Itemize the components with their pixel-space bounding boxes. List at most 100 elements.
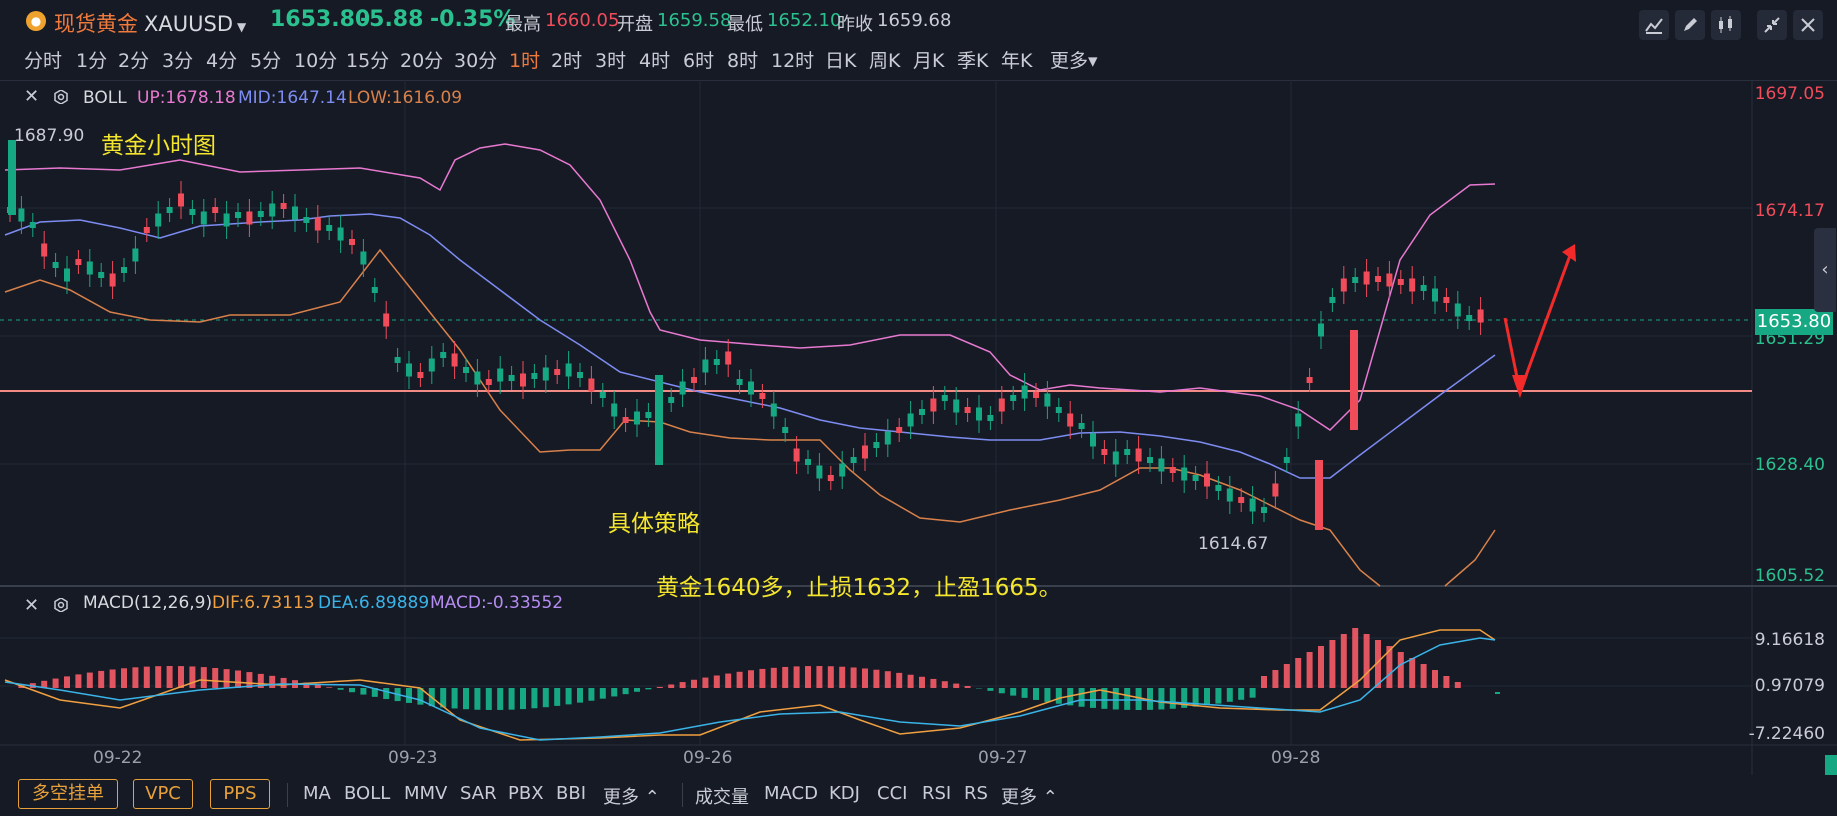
main-indicator-tab[interactable]: 更多 ⌃ (603, 787, 660, 808)
candle-body (1169, 467, 1176, 473)
timeframe-4[interactable]: 4分 (206, 50, 238, 72)
candle-body (1192, 475, 1199, 481)
candle-body (953, 399, 960, 413)
timeframe-6[interactable]: 10分 (294, 50, 338, 72)
divider (287, 783, 288, 807)
main-indicator-tab[interactable]: PBX (508, 783, 544, 804)
main-indicator-tab[interactable]: MA (303, 783, 331, 804)
sub-indicator-tab[interactable]: CCI (877, 783, 908, 804)
macd-bar (463, 688, 469, 710)
macd-bar (98, 670, 105, 688)
candle-body (622, 417, 629, 423)
candle-body (588, 378, 595, 392)
macd-bar (189, 666, 196, 688)
candle-body (976, 407, 982, 421)
divider (682, 783, 683, 807)
quote-header: ● 现货黄金 XAUUSD ▼ 1653.80 -5.88 -0.35% 最高 16… (0, 0, 1837, 42)
macd-bar (417, 688, 424, 705)
collapse-panel-button[interactable]: ‹ (1814, 228, 1836, 312)
pen-button[interactable] (1675, 10, 1705, 40)
timeframe-5[interactable]: 5分 (250, 50, 282, 72)
macd-bar (212, 667, 219, 688)
macd-value: MACD:-0.33552 (430, 593, 564, 613)
timeframe-7[interactable]: 15分 (346, 50, 390, 72)
candle-body (337, 227, 344, 241)
macd-bar (440, 688, 447, 708)
instrument-symbol: XAUUSD (144, 12, 233, 36)
timeframe-15[interactable]: 8时 (727, 50, 759, 72)
macd-bar (850, 667, 857, 688)
candle-body (577, 372, 583, 378)
macd-bar (1158, 688, 1165, 710)
timeframe-17[interactable]: 日K (825, 50, 857, 72)
sub-indicator-tab[interactable]: 成交量 (695, 787, 749, 808)
boll-lower-line (1444, 529, 1496, 587)
candle-body (805, 459, 811, 465)
macd-bar (246, 672, 253, 688)
candle-body (246, 211, 253, 225)
price-axis-label: 1697.05 (1754, 84, 1825, 104)
candle-body (1033, 392, 1039, 398)
macd-close-icon[interactable]: ✕ (24, 595, 40, 616)
main-indicator-tab[interactable]: BBI (556, 783, 587, 804)
macd-bar (588, 688, 595, 701)
macd-bar (1238, 688, 1245, 700)
timeframe-12[interactable]: 3时 (595, 50, 627, 72)
macd-bar (257, 673, 264, 688)
candle-body (371, 287, 378, 293)
boll-settings-icon[interactable] (54, 90, 68, 104)
timeframe-14[interactable]: 6时 (683, 50, 715, 72)
timeframe-2[interactable]: 2分 (118, 50, 150, 72)
close-window-button[interactable] (1793, 10, 1823, 40)
date-axis-label: 09-26 (683, 748, 733, 768)
sub-indicator-tab[interactable]: KDJ (829, 783, 860, 804)
candle-body (919, 409, 925, 415)
timeframe-3[interactable]: 3分 (162, 50, 194, 72)
timeframe-22[interactable]: 更多▾ (1050, 50, 1098, 72)
timeframe-8[interactable]: 20分 (400, 50, 444, 72)
boll-close-icon[interactable]: ✕ (24, 86, 40, 107)
candle-body (326, 225, 333, 231)
vpc-button[interactable]: VPC (133, 779, 193, 809)
candle-body (485, 379, 492, 385)
macd-bar (782, 666, 789, 688)
timeframe-13[interactable]: 4时 (639, 50, 671, 72)
draw-line-button[interactable] (1639, 10, 1669, 40)
macd-bar (314, 684, 321, 688)
timeframe-20[interactable]: 季K (957, 50, 989, 72)
candle-body (223, 213, 230, 227)
timeframe-0[interactable]: 分时 (24, 50, 63, 72)
timeframe-19[interactable]: 月K (913, 50, 945, 72)
macd-bar (64, 676, 70, 688)
timeframe-11[interactable]: 2时 (551, 50, 583, 72)
candle-body (1306, 377, 1313, 383)
timeframe-9[interactable]: 30分 (454, 50, 498, 72)
candle-settings-button[interactable] (1711, 10, 1741, 40)
timeframe-16[interactable]: 12时 (771, 50, 815, 72)
sub-indicator-tab[interactable]: RS (964, 783, 988, 804)
timeframe-10[interactable]: 1时 (509, 50, 541, 72)
main-indicator-tab[interactable]: MMV (404, 783, 448, 804)
symbol-selector[interactable]: 现货黄金 XAUUSD ▼ (54, 8, 246, 38)
main-indicator-tab[interactable]: BOLL (344, 783, 391, 804)
current-price-tag: 1653.80 (1755, 309, 1833, 335)
macd-bar (86, 672, 93, 688)
boll-up: UP:1678.18 (137, 88, 236, 108)
timeframe-18[interactable]: 周K (869, 50, 901, 72)
candle-body (1340, 278, 1347, 292)
macd-settings-icon[interactable] (54, 598, 68, 612)
macd-bar (1204, 688, 1210, 706)
sub-indicator-tab[interactable]: RSI (922, 783, 952, 804)
shrink-button[interactable] (1757, 10, 1787, 40)
timeframe-1[interactable]: 1分 (76, 50, 108, 72)
sub-indicator-tab[interactable]: 更多 ⌃ (1001, 787, 1058, 808)
candle-body (64, 268, 70, 282)
timeframe-21[interactable]: 年K (1001, 50, 1033, 72)
long-short-order-button[interactable]: 多空挂单 (18, 779, 118, 809)
sub-indicator-tab[interactable]: MACD (764, 783, 818, 804)
main-indicator-tab[interactable]: SAR (460, 783, 497, 804)
macd-bar (964, 685, 971, 688)
macd-bar (1329, 640, 1336, 688)
pps-button[interactable]: PPS (210, 779, 270, 809)
